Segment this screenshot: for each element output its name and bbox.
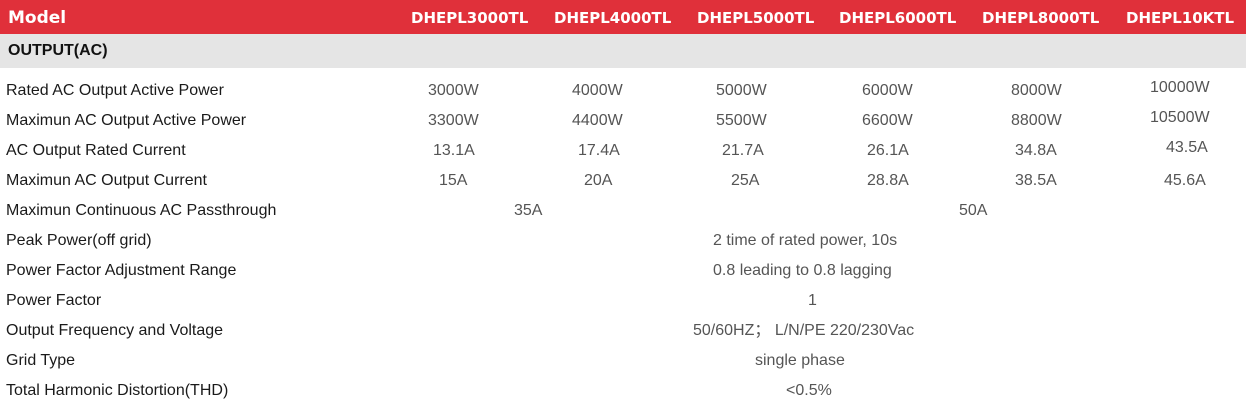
table-row: Output Frequency and Voltage 50/60HZ； L/… bbox=[0, 316, 1246, 345]
table-row: Maximun Continuous AC Passthrough 35A 50… bbox=[0, 196, 1246, 225]
row-label: Grid Type bbox=[6, 352, 76, 369]
cell-value: 43.5A bbox=[1166, 139, 1208, 156]
cell-value: 20A bbox=[584, 172, 613, 189]
cell-value: 8000W bbox=[1011, 82, 1062, 99]
cell-value: 50/60HZ； L/N/PE 220/230Vac bbox=[693, 322, 915, 339]
cell-value: <0.5% bbox=[786, 382, 832, 399]
model-name-header: DHEPL5000TL bbox=[697, 9, 815, 27]
cell-value: 4000W bbox=[572, 82, 623, 99]
table-row: Power Factor 1 bbox=[0, 286, 1246, 315]
table-row: Rated AC Output Active Power 3000W 4000W… bbox=[0, 76, 1246, 105]
cell-value: 5500W bbox=[716, 112, 767, 129]
table-row: Maximun AC Output Current 15A 20A 25A 28… bbox=[0, 166, 1246, 195]
cell-value: 25A bbox=[731, 172, 760, 189]
row-label: Maximun Continuous AC Passthrough bbox=[6, 202, 277, 219]
table-row: AC Output Rated Current 13.1A 17.4A 21.7… bbox=[0, 136, 1246, 165]
table-row: Peak Power(off grid) 2 time of rated pow… bbox=[0, 226, 1246, 255]
cell-value: 10000W bbox=[1150, 79, 1210, 96]
cell-value: 0.8 leading to 0.8 lagging bbox=[713, 262, 892, 279]
cell-value: 8800W bbox=[1011, 112, 1062, 129]
row-label: Total Harmonic Distortion(THD) bbox=[6, 382, 229, 399]
cell-value: 28.8A bbox=[867, 172, 909, 189]
cell-value: 1 bbox=[808, 292, 817, 309]
table-row: Total Harmonic Distortion(THD) <0.5% bbox=[0, 376, 1246, 405]
cell-value: 4400W bbox=[572, 112, 623, 129]
model-name-header: DHEPL6000TL bbox=[839, 9, 957, 27]
model-name-header: DHEPL3000TL bbox=[411, 9, 529, 27]
row-label: Maximun AC Output Current bbox=[6, 172, 207, 189]
row-label: Power Factor Adjustment Range bbox=[6, 262, 237, 279]
model-name-header: DHEPL8000TL bbox=[982, 9, 1100, 27]
table-row: Power Factor Adjustment Range 0.8 leadin… bbox=[0, 256, 1246, 285]
model-name-header: DHEPL4000TL bbox=[554, 9, 672, 27]
cell-value: 17.4A bbox=[578, 142, 620, 159]
model-name-header: DHEPL10KTL bbox=[1126, 9, 1235, 27]
cell-value: 5000W bbox=[716, 82, 767, 99]
cell-value: 3300W bbox=[428, 112, 479, 129]
section-heading: OUTPUT(AC) bbox=[0, 34, 1246, 68]
section-title: OUTPUT(AC) bbox=[8, 42, 108, 59]
cell-value: 34.8A bbox=[1015, 142, 1057, 159]
table-header: Model DHEPL3000TL DHEPL4000TL DHEPL5000T… bbox=[0, 0, 1246, 34]
cell-value: 2 time of rated power, 10s bbox=[713, 232, 898, 249]
row-label: Power Factor bbox=[6, 292, 102, 309]
cell-value: 3000W bbox=[428, 82, 479, 99]
cell-value: 13.1A bbox=[433, 142, 475, 159]
row-label: Peak Power(off grid) bbox=[6, 232, 152, 249]
cell-value: single phase bbox=[755, 352, 845, 369]
cell-value: 10500W bbox=[1150, 109, 1210, 126]
row-label: Maximun AC Output Active Power bbox=[6, 112, 247, 129]
cell-value: 38.5A bbox=[1015, 172, 1057, 189]
cell-value: 6000W bbox=[862, 82, 913, 99]
cell-value: 26.1A bbox=[867, 142, 909, 159]
table-row: Grid Type single phase bbox=[0, 346, 1246, 375]
table-row: Maximun AC Output Active Power 3300W 440… bbox=[0, 106, 1246, 135]
cell-value: 15A bbox=[439, 172, 468, 189]
row-label: Output Frequency and Voltage bbox=[6, 322, 224, 339]
cell-value: 50A bbox=[959, 202, 988, 219]
cell-value: 35A bbox=[514, 202, 543, 219]
row-label: Rated AC Output Active Power bbox=[6, 82, 224, 99]
row-label: AC Output Rated Current bbox=[6, 142, 186, 159]
cell-value: 45.6A bbox=[1164, 172, 1206, 189]
cell-value: 21.7A bbox=[722, 142, 764, 159]
model-column-header: Model bbox=[8, 8, 67, 28]
cell-value: 6600W bbox=[862, 112, 913, 129]
